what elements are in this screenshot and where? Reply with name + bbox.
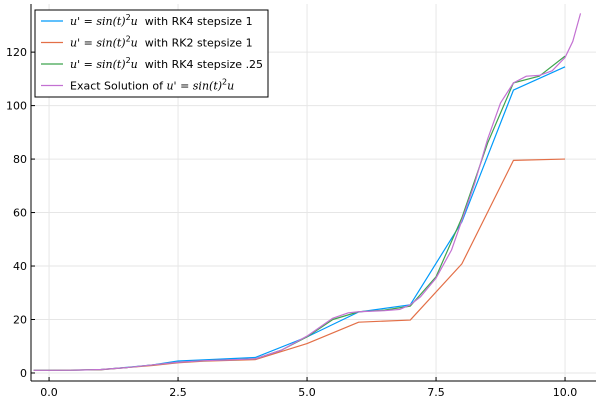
x-tick-label: 0.0 [40, 386, 58, 399]
plot-series [33, 13, 582, 371]
legend-label-3: u' = sin(t)2u with RK4 stepsize .25 [70, 56, 263, 71]
grid [31, 4, 596, 381]
legend-box [34, 9, 269, 98]
axes [30, 4, 596, 382]
y-tick-label: 60 [13, 207, 27, 220]
y-tick-label: 120 [6, 46, 27, 59]
legend-label-1: u' = sin(t)2u with RK4 stepsize 1 [70, 13, 253, 28]
legend-label-2: u' = sin(t)2u with RK2 stepsize 1 [70, 35, 253, 50]
y-tick-label: 40 [13, 260, 27, 273]
y-tick-label: 0 [20, 367, 27, 380]
x-tick-label: 10.0 [553, 386, 578, 399]
tick-labels: 0.0 2.5 5.0 7.5 10.0 0 20 40 60 80 100 120 [6, 46, 577, 399]
y-tick-label: 20 [13, 314, 27, 327]
legend: u' = sin(t)2u with RK4 stepsize 1 u' = si… [34, 9, 269, 98]
x-tick-label: 2.5 [169, 386, 187, 399]
legend-label-4: Exact Solution of u' = sin(t)2u [70, 78, 234, 93]
y-tick-label: 100 [6, 100, 27, 113]
series-line-4 [33, 13, 582, 371]
x-tick-label: 5.0 [298, 386, 316, 399]
x-tick-label: 7.5 [427, 386, 445, 399]
y-tick-label: 80 [13, 153, 27, 166]
